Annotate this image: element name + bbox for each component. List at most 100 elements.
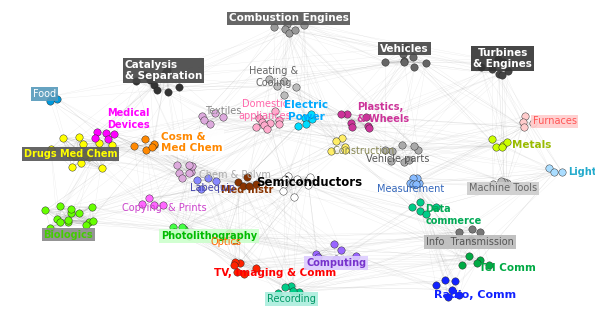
Point [313,254,322,260]
Point [162,67,171,73]
Text: Data
commerce: Data commerce [425,204,482,226]
Point [450,278,460,284]
Point [265,120,275,126]
Point [311,251,321,256]
Point [303,182,313,188]
Point [454,230,464,235]
Point [399,160,409,165]
Point [49,93,58,99]
Point [503,68,513,74]
Text: Optics: Optics [211,237,242,247]
Point [205,121,215,126]
Text: Lighting: Lighting [568,166,595,177]
Text: Domestic
appliances: Domestic appliances [239,99,291,121]
Point [443,294,453,299]
Point [218,115,227,120]
Point [79,141,88,146]
Text: Combustion Engines: Combustion Engines [228,13,349,23]
Point [380,147,390,153]
Point [280,26,290,32]
Point [497,72,507,77]
Text: Drugs Med Chem: Drugs Med Chem [24,149,117,159]
Point [224,230,233,236]
Point [493,56,503,61]
Point [412,176,422,181]
Point [230,260,240,265]
Point [412,181,421,186]
Point [326,149,336,154]
Point [192,178,202,183]
Point [184,170,194,175]
Point [499,179,509,184]
Point [491,144,501,149]
Point [234,232,244,238]
Point [211,179,221,184]
Point [259,122,268,127]
Point [66,210,76,216]
Text: Labequip: Labequip [190,183,236,193]
Point [549,170,559,175]
Text: Textiles: Textiles [205,106,242,116]
Point [141,147,151,153]
Point [149,141,159,146]
Point [336,111,346,117]
Text: Metals: Metals [512,140,551,150]
Point [197,113,206,119]
Text: Semiconductors: Semiconductors [256,176,362,189]
Point [101,130,111,135]
Point [440,278,450,283]
Point [290,27,299,33]
Point [342,260,352,265]
Point [386,158,396,163]
Point [233,269,242,274]
Point [329,242,339,247]
Point [148,145,157,150]
Point [173,162,182,168]
Point [56,219,65,225]
Point [45,98,55,104]
Point [488,137,497,142]
Point [109,132,118,137]
Point [169,230,178,235]
Point [409,143,419,148]
Point [161,71,170,76]
Point [421,60,431,65]
Text: Machine Tools: Machine Tools [469,183,537,193]
Point [255,115,264,120]
Point [305,174,315,180]
Point [211,111,220,116]
Point [337,135,347,141]
Point [55,204,65,209]
Point [84,155,93,160]
Text: Measurement: Measurement [377,184,444,194]
Point [300,116,309,121]
Point [415,199,425,205]
Point [251,125,261,130]
Point [274,290,283,296]
Point [292,177,302,182]
Point [76,160,86,165]
Point [408,182,418,187]
Point [149,202,158,207]
Point [130,143,139,149]
Point [174,84,184,89]
Point [282,21,292,26]
Point [137,202,147,207]
Point [66,206,76,211]
Point [107,142,117,147]
Text: Computing: Computing [306,258,367,268]
Point [219,236,228,241]
Point [257,119,267,125]
Point [399,60,409,65]
Point [289,194,299,200]
Point [168,224,178,229]
Text: Photolithography: Photolithography [161,231,257,241]
Point [239,271,249,277]
Point [405,180,415,185]
Point [404,158,414,163]
Point [291,84,300,90]
Point [494,71,503,77]
Point [45,225,55,230]
Point [447,287,456,292]
Point [187,163,197,168]
